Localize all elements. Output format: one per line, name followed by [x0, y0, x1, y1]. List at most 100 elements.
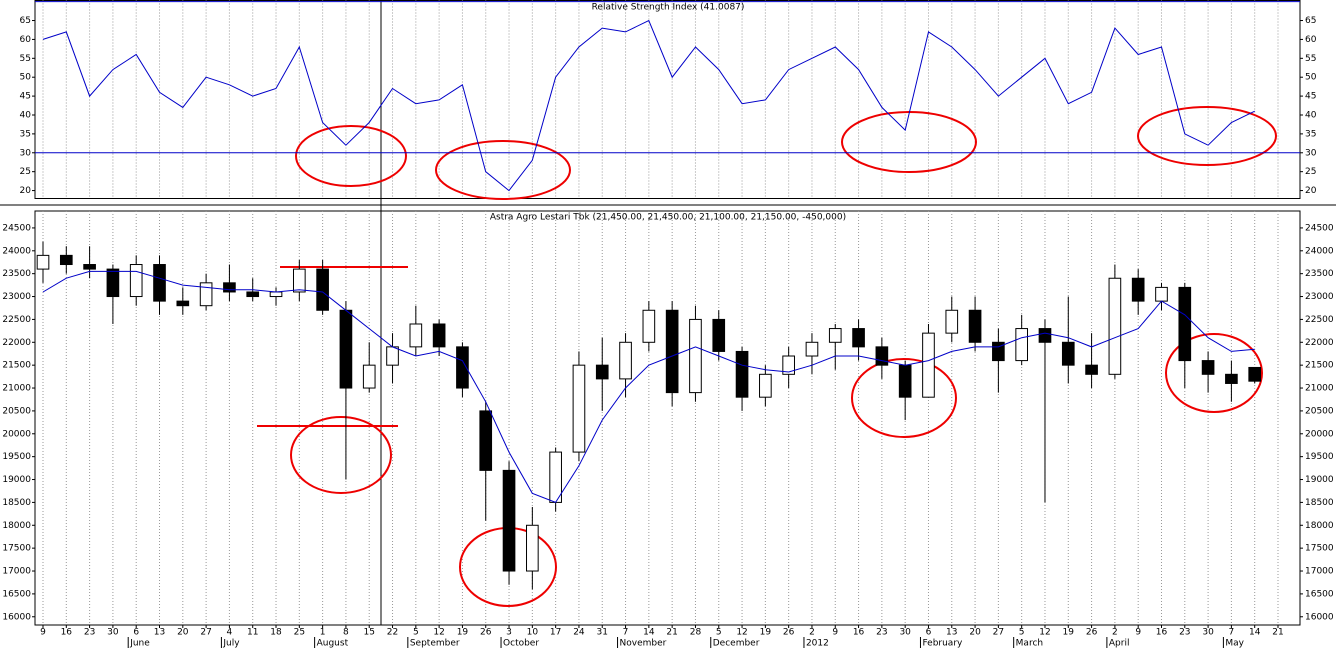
- candle-body: [852, 328, 865, 348]
- candle-body: [59, 254, 73, 266]
- y-tick-label: 18500: [1305, 498, 1334, 508]
- candle-body: [595, 364, 609, 380]
- candle-body: [782, 355, 795, 375]
- moving-average: [42, 270, 1255, 504]
- x-tick-label: 20: [969, 628, 981, 638]
- x-tick-label: 30: [107, 628, 119, 638]
- x-tick-label: 21: [666, 628, 677, 638]
- rsi-line: [42, 19, 1255, 192]
- month-label: December: [713, 639, 760, 648]
- candle-body: [1225, 373, 1238, 384]
- candle-body: [1108, 277, 1122, 375]
- y-tick-label: 50: [20, 73, 32, 83]
- annotation-circle: [435, 140, 571, 200]
- x-tick-label: 6: [926, 628, 932, 638]
- x-tick-label: 20: [177, 628, 189, 638]
- y-tick-label: 22000: [1305, 338, 1334, 348]
- y-tick-label: 17500: [2, 544, 31, 554]
- x-tick-label: 9: [832, 628, 838, 638]
- month-label: March: [1016, 639, 1043, 648]
- y-tick-label: 20000: [2, 429, 31, 439]
- y-tick-label: 24500: [2, 223, 31, 233]
- y-tick-label: 19500: [2, 452, 31, 462]
- y-tick-label: 22500: [1305, 315, 1334, 325]
- candle-body: [619, 341, 632, 380]
- y-tick-label: 60: [1305, 35, 1317, 45]
- candle-body: [549, 451, 562, 503]
- x-tick-label: 27: [200, 628, 211, 638]
- y-tick-label: 16500: [2, 589, 31, 599]
- candle-body: [689, 318, 702, 394]
- x-tick-label: 19: [760, 628, 772, 638]
- annotation-circle: [1165, 333, 1263, 413]
- x-tick-label: 23: [1179, 628, 1190, 638]
- candle-body: [828, 328, 842, 343]
- y-tick-label: 45: [20, 92, 31, 102]
- x-tick-label: 28: [690, 628, 702, 638]
- candle-body: [199, 282, 213, 307]
- y-tick-label: 21000: [2, 384, 31, 394]
- y-tick-label: 24500: [1305, 223, 1334, 233]
- x-tick-label: 7: [623, 628, 629, 638]
- y-tick-label: 21500: [2, 361, 31, 371]
- x-tick-label: 18: [270, 628, 282, 638]
- y-tick-label: 23000: [1305, 292, 1334, 302]
- y-tick-label: 35: [1305, 129, 1316, 139]
- y-tick-label: 16500: [1305, 589, 1334, 599]
- candle-body: [1061, 341, 1075, 366]
- x-tick-label: 5: [1019, 628, 1025, 638]
- y-tick-label: 21000: [1305, 384, 1334, 394]
- y-tick-label: 30: [20, 148, 32, 158]
- candle-body: [362, 364, 376, 389]
- candle-body: [735, 350, 749, 398]
- candle-body: [875, 346, 889, 366]
- y-tick-label: 25: [1305, 167, 1316, 177]
- annotation-circle: [290, 416, 392, 494]
- y-tick-label: 18500: [2, 498, 31, 508]
- candle-body: [456, 346, 469, 389]
- x-tick-label: 12: [736, 628, 747, 638]
- price-frame: [34, 210, 1301, 626]
- month-label: September: [410, 639, 460, 648]
- y-tick-label: 17000: [1305, 567, 1334, 577]
- candle-body: [1178, 286, 1192, 362]
- y-tick-label: 18000: [2, 521, 31, 531]
- x-tick-label: 9: [1135, 628, 1141, 638]
- x-tick-label: 2: [809, 628, 815, 638]
- month-label: November: [620, 639, 667, 648]
- candle-body: [1038, 328, 1052, 343]
- y-tick-label: 50: [1305, 73, 1317, 83]
- candle-body: [665, 309, 679, 394]
- y-tick-label: 21500: [1305, 361, 1334, 371]
- y-tick-label: 65: [20, 16, 31, 26]
- month-label: February: [922, 639, 963, 648]
- x-tick-label: 3: [506, 628, 512, 638]
- candle-body: [176, 300, 190, 307]
- candle-body: [36, 254, 50, 270]
- rsi-frame: [34, 0, 1301, 199]
- y-tick-label: 20: [1305, 186, 1317, 196]
- x-tick-label: 16: [853, 628, 865, 638]
- x-tick-label: 13: [946, 628, 957, 638]
- y-tick-label: 30: [1305, 148, 1317, 158]
- y-tick-label: 55: [20, 54, 31, 64]
- y-tick-label: 22000: [2, 338, 31, 348]
- annotation-circle: [295, 125, 407, 187]
- y-tick-label: 19000: [1305, 475, 1334, 485]
- x-tick-label: 26: [783, 628, 795, 638]
- candle-body: [572, 364, 586, 453]
- x-tick-label: 19: [1063, 628, 1075, 638]
- x-tick-label: 25: [294, 628, 305, 638]
- y-tick-label: 45: [1305, 92, 1316, 102]
- y-tick-label: 22500: [2, 315, 31, 325]
- candle-body: [83, 264, 96, 270]
- y-tick-label: 20: [20, 186, 32, 196]
- candle-body: [1155, 286, 1168, 302]
- rsi-title: Relative Strength Index (41.0087): [592, 3, 745, 13]
- x-tick-label: 24: [573, 628, 585, 638]
- y-tick-label: 24000: [1305, 246, 1334, 256]
- candle-body: [898, 364, 912, 398]
- candle-body: [805, 341, 819, 357]
- y-tick-label: 40: [20, 110, 32, 120]
